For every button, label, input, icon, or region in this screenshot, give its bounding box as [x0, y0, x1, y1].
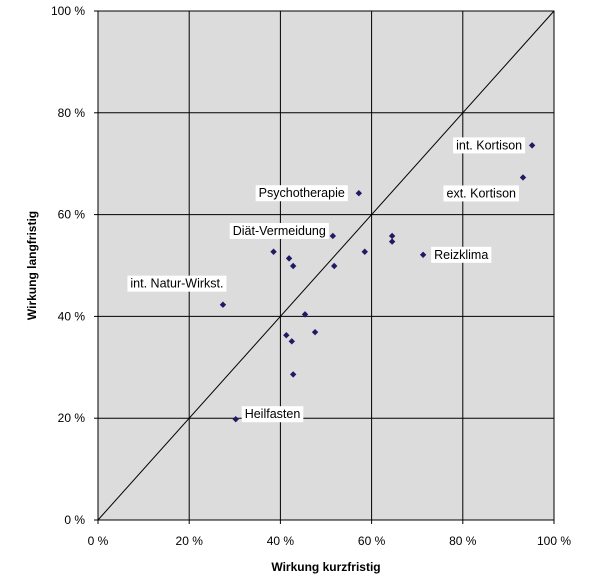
- data-point-marker: [519, 174, 527, 181]
- point-label: int. Kortison: [456, 138, 522, 152]
- y-tick-label: 100 %: [51, 4, 85, 18]
- point-label: Psychotherapie: [259, 186, 345, 200]
- grid-lines: [97, 10, 555, 521]
- x-tick-label: 80 %: [449, 534, 477, 548]
- point-label-background: [431, 246, 492, 263]
- point-label-background: [127, 275, 227, 292]
- data-point-marker: [331, 262, 338, 270]
- point-label-background: [229, 222, 329, 239]
- data-point-marker: [285, 255, 293, 262]
- data-point-marker: [289, 262, 297, 270]
- data-point-marker: [232, 416, 239, 423]
- data-point-marker: [388, 232, 396, 240]
- data-point-marker: [355, 190, 363, 197]
- x-tick-label: 20 %: [176, 534, 204, 548]
- y-tick-label: 20 %: [58, 411, 86, 425]
- x-axis-title: Wirkung kurzfristig: [271, 560, 380, 574]
- y-tick-label: 0 %: [64, 513, 85, 527]
- point-label: Reizklima: [434, 248, 488, 262]
- data-points: [219, 142, 536, 423]
- data-point-marker: [270, 248, 277, 255]
- y-axis-ticks: 0 % 20 % 40 % 60 % 80 % 100 %: [51, 4, 98, 527]
- x-tick-label: 100 %: [537, 534, 571, 548]
- point-label: Diät-Vermeidung: [233, 224, 326, 238]
- data-point-marker: [329, 232, 337, 240]
- point-label-background: [443, 185, 519, 202]
- data-point-marker: [288, 338, 295, 345]
- y-tick-label: 60 %: [58, 208, 86, 222]
- plot-border: [97, 10, 555, 521]
- point-label-background: [255, 185, 348, 202]
- x-tick-label: 0 %: [88, 534, 109, 548]
- data-point-marker: [219, 301, 227, 308]
- point-label-background: [453, 137, 526, 154]
- data-point-marker: [289, 371, 297, 378]
- y-tick-label: 40 %: [58, 309, 86, 323]
- y-tick-label: 80 %: [58, 106, 86, 120]
- point-label: ext. Kortison: [447, 186, 517, 200]
- data-point-marker: [283, 332, 290, 339]
- data-point-marker: [361, 248, 368, 255]
- x-tick-label: 60 %: [358, 534, 386, 548]
- data-point-marker: [388, 238, 396, 245]
- point-label-background: [241, 406, 304, 423]
- point-label: Heilfasten: [245, 407, 301, 421]
- diagonal-reference-line: [97, 10, 555, 521]
- data-point-marker: [528, 142, 536, 149]
- data-point-marker: [419, 251, 427, 259]
- data-point-marker: [301, 311, 309, 318]
- data-point-marker: [311, 328, 319, 336]
- y-axis-title: Wirkung langfristig: [25, 211, 39, 320]
- x-tick-label: 40 %: [267, 534, 295, 548]
- point-label: int. Natur-Wirkst.: [130, 277, 223, 291]
- point-annotations: int. Kortison ext. Kortison Psychotherapie…: [127, 137, 526, 423]
- x-axis-ticks: 0 % 20 % 40 % 60 % 80 % 100 %: [88, 520, 571, 548]
